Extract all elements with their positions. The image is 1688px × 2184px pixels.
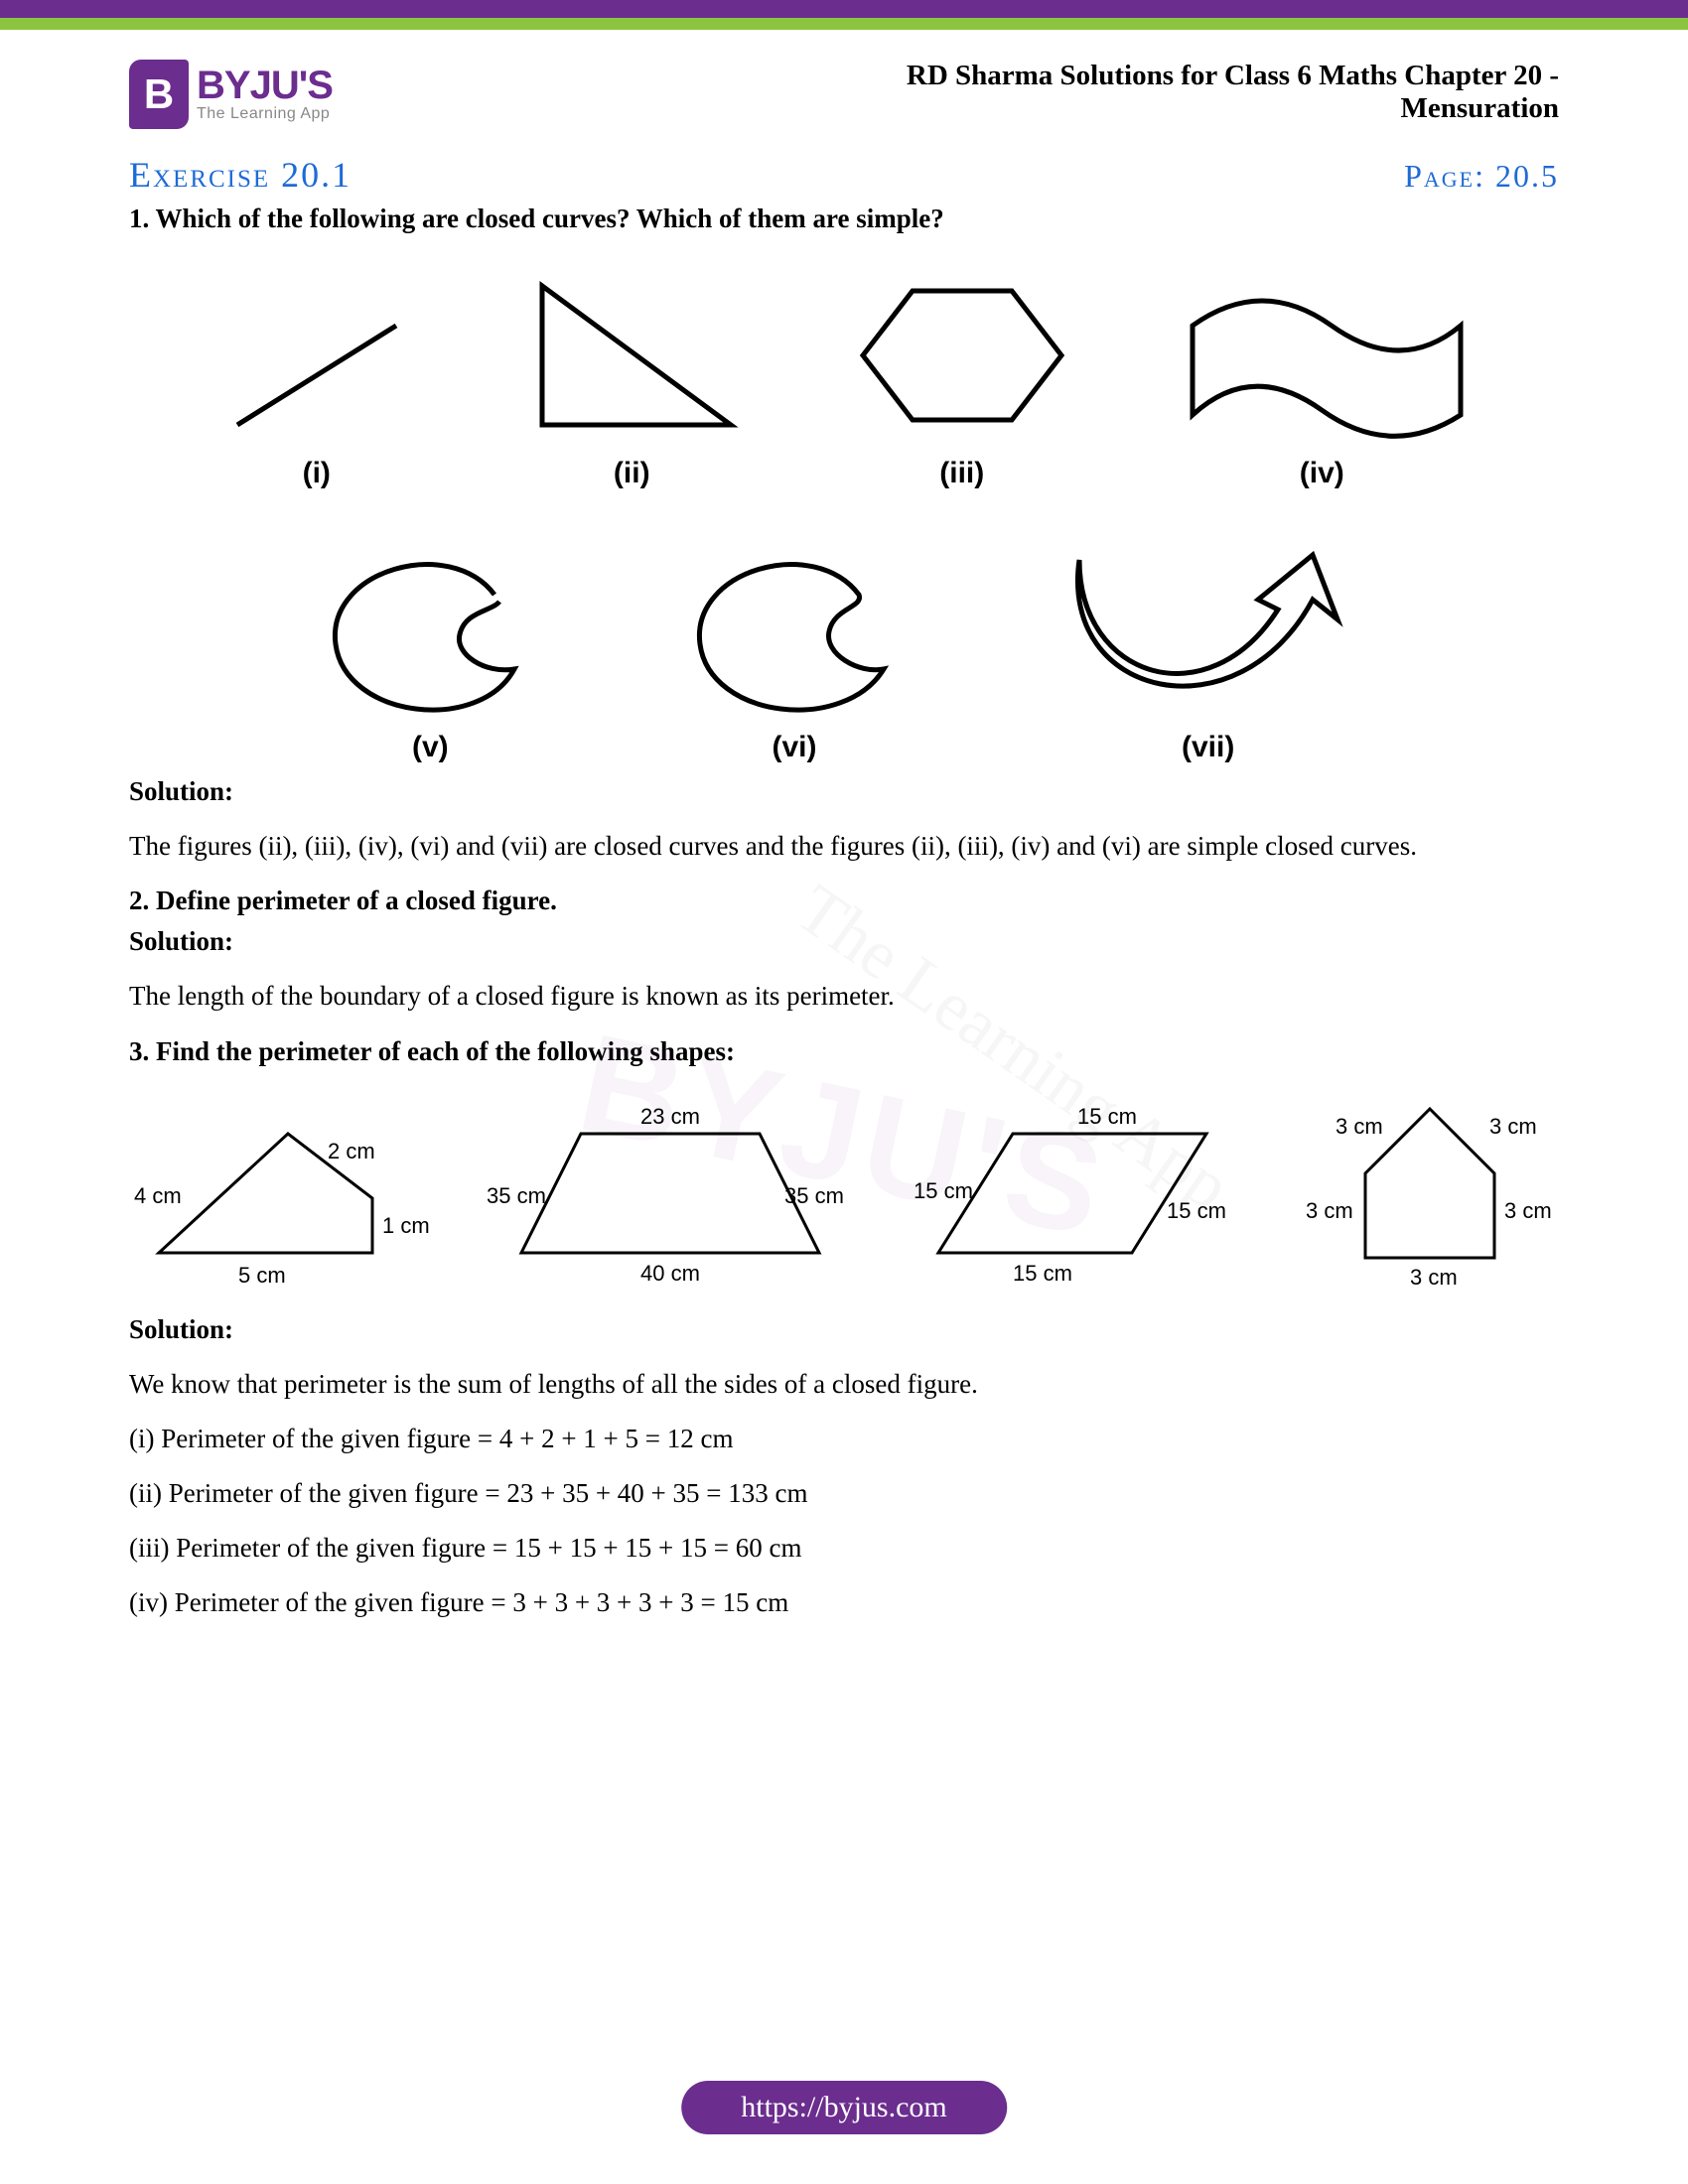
q1-solution-heading: Solution: xyxy=(129,774,1559,809)
q3-answer-i: (i) Perimeter of the given figure = 4 + … xyxy=(129,1422,1559,1456)
logo-b-icon xyxy=(129,60,189,129)
q3-text: 3. Find the perimeter of each of the fol… xyxy=(129,1034,1559,1069)
hexagon-icon xyxy=(848,266,1076,445)
exercise-label: Exercise 20.1 xyxy=(129,154,352,196)
shape-i: 4 cm 2 cm 1 cm 5 cm xyxy=(129,1094,427,1293)
dim-label: 35 cm xyxy=(487,1183,546,1209)
footer-url-pill[interactable]: https://byjus.com xyxy=(681,2081,1007,2134)
dim-label: 4 cm xyxy=(134,1183,182,1209)
dim-label: 15 cm xyxy=(1077,1104,1137,1130)
page-label: Page: 20.5 xyxy=(1404,158,1559,195)
dim-label: 23 cm xyxy=(640,1104,700,1130)
crossed-arrow-icon xyxy=(1050,520,1367,719)
dim-label: 40 cm xyxy=(640,1261,700,1287)
header-row: BYJU'S The Learning App RD Sharma Soluti… xyxy=(129,60,1559,129)
q2-solution-heading: Solution: xyxy=(129,924,1559,959)
dim-label: 35 cm xyxy=(784,1183,844,1209)
document-title: RD Sharma Solutions for Class 6 Maths Ch… xyxy=(784,60,1559,125)
shape-iii: 15 cm 15 cm 15 cm 15 cm xyxy=(904,1094,1241,1293)
q3-answer-ii: (ii) Perimeter of the given figure = 23 … xyxy=(129,1476,1559,1511)
q1-text: 1. Which of the following are closed cur… xyxy=(129,202,1559,236)
fig-i: (i) xyxy=(217,306,416,490)
fig-label: (v) xyxy=(412,731,449,764)
fig-ii: (ii) xyxy=(512,266,751,490)
brand-name: BYJU'S xyxy=(197,66,333,105)
dim-label: 3 cm xyxy=(1336,1114,1383,1140)
fig-v: (v) xyxy=(321,550,539,764)
q1-solution-text: The figures (ii), (iii), (iv), (vi) and … xyxy=(129,829,1559,864)
q3-solution-heading: Solution: xyxy=(129,1312,1559,1347)
q1-figures-row-1: (i) (ii) (iii) (iv) xyxy=(169,266,1519,490)
q2-solution-text: The length of the boundary of a closed f… xyxy=(129,979,1559,1014)
closed-kidney-icon xyxy=(685,550,904,719)
open-kidney-icon xyxy=(321,550,539,719)
dim-label: 1 cm xyxy=(382,1213,430,1239)
dim-label: 15 cm xyxy=(1013,1261,1072,1287)
top-purple-bar xyxy=(0,0,1688,18)
brand-logo: BYJU'S The Learning App xyxy=(129,60,333,129)
logo-text: BYJU'S The Learning App xyxy=(197,66,333,123)
q1-figures-row-2: (v) (vi) (vii) xyxy=(248,520,1440,764)
line-segment-icon xyxy=(217,306,416,445)
footer-url-text: https://byjus.com xyxy=(741,2091,947,2123)
q2-text: 2. Define perimeter of a closed figure. xyxy=(129,884,1559,918)
top-green-bar xyxy=(0,18,1688,30)
fig-iv: (iv) xyxy=(1173,286,1471,490)
dim-label: 3 cm xyxy=(1489,1114,1537,1140)
fig-label: (vi) xyxy=(772,731,816,764)
dim-label: 2 cm xyxy=(328,1139,375,1164)
q3-shapes-row: 4 cm 2 cm 1 cm 5 cm 23 cm 35 cm 35 cm 40… xyxy=(129,1094,1559,1293)
dim-label: 3 cm xyxy=(1306,1198,1353,1224)
fig-vii: (vii) xyxy=(1050,520,1367,764)
shape-iv: 3 cm 3 cm 3 cm 3 cm 3 cm xyxy=(1301,1094,1559,1293)
fig-label: (i) xyxy=(303,457,331,490)
fig-label: (iii) xyxy=(939,457,984,490)
triangle-icon xyxy=(512,266,751,445)
page-content: BYJU'S The Learning App RD Sharma Soluti… xyxy=(0,30,1688,1620)
fig-label: (iv) xyxy=(1300,457,1344,490)
shape-ii: 23 cm 35 cm 35 cm 40 cm xyxy=(487,1094,844,1293)
fig-vi: (vi) xyxy=(685,550,904,764)
dim-label: 3 cm xyxy=(1410,1265,1458,1291)
exercise-header: Exercise 20.1 Page: 20.5 xyxy=(129,154,1559,196)
dim-label: 3 cm xyxy=(1504,1198,1552,1224)
fig-label: (ii) xyxy=(614,457,650,490)
fig-label: (vii) xyxy=(1182,731,1234,764)
dim-label: 15 cm xyxy=(1167,1198,1226,1224)
wavy-flag-icon xyxy=(1173,286,1471,445)
q3-answer-iii: (iii) Perimeter of the given figure = 15… xyxy=(129,1531,1559,1566)
q3-answer-iv: (iv) Perimeter of the given figure = 3 +… xyxy=(129,1585,1559,1620)
dim-label: 15 cm xyxy=(914,1178,973,1204)
fig-iii: (iii) xyxy=(848,266,1076,490)
brand-tagline: The Learning App xyxy=(197,105,333,123)
q3-solution-intro: We know that perimeter is the sum of len… xyxy=(129,1367,1559,1402)
dim-label: 5 cm xyxy=(238,1263,286,1289)
